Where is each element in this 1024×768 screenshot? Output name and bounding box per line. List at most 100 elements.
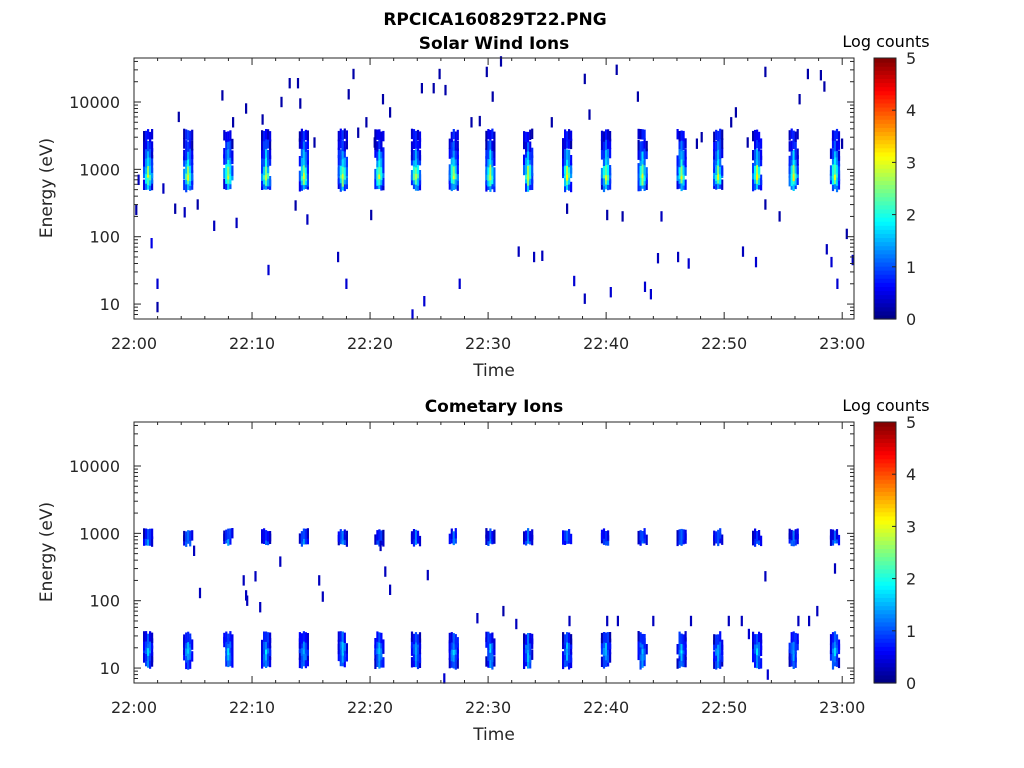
colorbar-segment: [874, 212, 896, 218]
heatmap-cell: [410, 645, 414, 656]
scatter-cell: [778, 211, 781, 222]
heatmap-cell: [298, 170, 301, 182]
scatter-cell: [337, 251, 340, 263]
colorbar-segment: [874, 282, 896, 287]
heatmap-cell: [564, 530, 567, 541]
heatmap-cell: [489, 181, 492, 192]
heatmap-cell: [341, 163, 344, 174]
heatmap-cell: [682, 150, 685, 161]
heatmap-cell: [607, 530, 610, 541]
heatmap-cell: [143, 162, 146, 174]
heatmap-cell: [145, 179, 148, 190]
y-tick-label: 10: [100, 659, 120, 678]
heatmap-cell: [639, 155, 642, 166]
heatmap-cell: [149, 131, 152, 143]
heatmap-cell: [380, 156, 383, 168]
heatmap-cell: [792, 631, 795, 642]
heatmap-cell: [568, 156, 571, 168]
heatmap-cell: [185, 632, 188, 643]
heatmap-cell: [639, 180, 642, 192]
heatmap-cell: [231, 645, 234, 656]
colorbar-segment: [874, 658, 896, 664]
heatmap-cell: [450, 632, 453, 643]
heatmap-cell: [645, 534, 648, 545]
scatter-cell: [384, 566, 387, 577]
heatmap-cell: [300, 147, 303, 158]
scatter-cell: [432, 83, 435, 94]
heatmap-cell: [343, 147, 346, 158]
heatmap-cell: [416, 643, 420, 654]
heatmap-cell: [600, 139, 604, 150]
heatmap-cell: [298, 632, 301, 643]
heatmap-cell: [416, 175, 420, 186]
heatmap-cell: [752, 162, 755, 174]
heatmap-cell: [717, 657, 720, 669]
heatmap-cell: [450, 140, 453, 151]
heatmap-cell: [602, 140, 606, 151]
heatmap-cell: [833, 631, 837, 642]
heatmap-cell: [752, 651, 755, 663]
heatmap-cell: [416, 634, 420, 645]
heatmap-cell: [376, 530, 379, 541]
heatmap-cell: [339, 155, 342, 166]
heatmap-cell: [410, 631, 414, 642]
heatmap-cell: [298, 649, 301, 660]
heatmap-cell: [678, 148, 681, 159]
heatmap-cell: [452, 165, 455, 177]
heatmap-cell: [302, 534, 305, 545]
colorbar-segment: [874, 139, 896, 145]
scatter-cell: [754, 256, 758, 268]
heatmap-cell: [562, 651, 565, 662]
heatmap-cell: [609, 138, 612, 150]
colorbar-segment: [874, 593, 896, 598]
heatmap-cell: [835, 181, 839, 193]
heatmap-cell: [531, 649, 534, 660]
heatmap-cell: [721, 129, 724, 140]
heatmap-cell: [337, 650, 340, 662]
heatmap-cell: [225, 131, 228, 143]
heatmap-cell: [378, 658, 381, 669]
heatmap-cell: [566, 638, 569, 649]
heatmap-cell: [719, 639, 722, 650]
heatmap-cell: [792, 650, 795, 661]
heatmap-cell: [489, 147, 492, 158]
heatmap-cell: [147, 529, 150, 540]
heatmap-cell: [380, 657, 383, 668]
colorbar-segment: [874, 581, 896, 586]
heatmap-cell: [337, 531, 340, 542]
colorbar: 0 1 2 3 4 5: [873, 413, 916, 693]
heatmap-cell: [452, 147, 455, 158]
heatmap-cell: [267, 168, 270, 179]
scatter-cell: [515, 618, 518, 630]
heatmap-cell: [265, 639, 268, 650]
heatmap-cell: [645, 644, 648, 655]
heatmap-cell: [680, 650, 683, 661]
colorbar-segment: [874, 442, 896, 448]
heatmap-cell: [485, 528, 488, 539]
colorbar-segment: [874, 115, 896, 120]
heatmap-cell: [831, 154, 835, 165]
heatmap-cells: [143, 528, 841, 684]
heatmap-cell: [833, 169, 837, 181]
heatmap-cell: [570, 138, 573, 150]
heatmap-cell: [684, 656, 687, 668]
heatmap-cell: [605, 129, 608, 140]
heatmap-cell: [682, 169, 685, 181]
scatter-cell: [174, 203, 177, 214]
heatmap-cell: [339, 164, 342, 175]
x-tick-labels: 22:00 22:10 22:20 22:30 22:40 22:50 23:00: [111, 698, 865, 717]
heatmap-cell: [788, 528, 791, 540]
heatmap-cell: [414, 632, 418, 643]
colorbar-segment: [874, 249, 896, 255]
heatmap-cell: [412, 156, 416, 167]
heatmap-cell: [269, 645, 272, 657]
y-tick-label: 10000: [69, 457, 120, 476]
heatmap-cell: [149, 650, 152, 661]
heatmap-cell: [833, 130, 837, 141]
colorbar-segment: [874, 221, 896, 226]
heatmap-cell: [713, 168, 716, 180]
heatmap-cell: [414, 529, 418, 541]
heatmap-cell: [185, 645, 188, 656]
heatmap-cell: [717, 148, 720, 160]
colorbar-segment: [874, 597, 896, 603]
